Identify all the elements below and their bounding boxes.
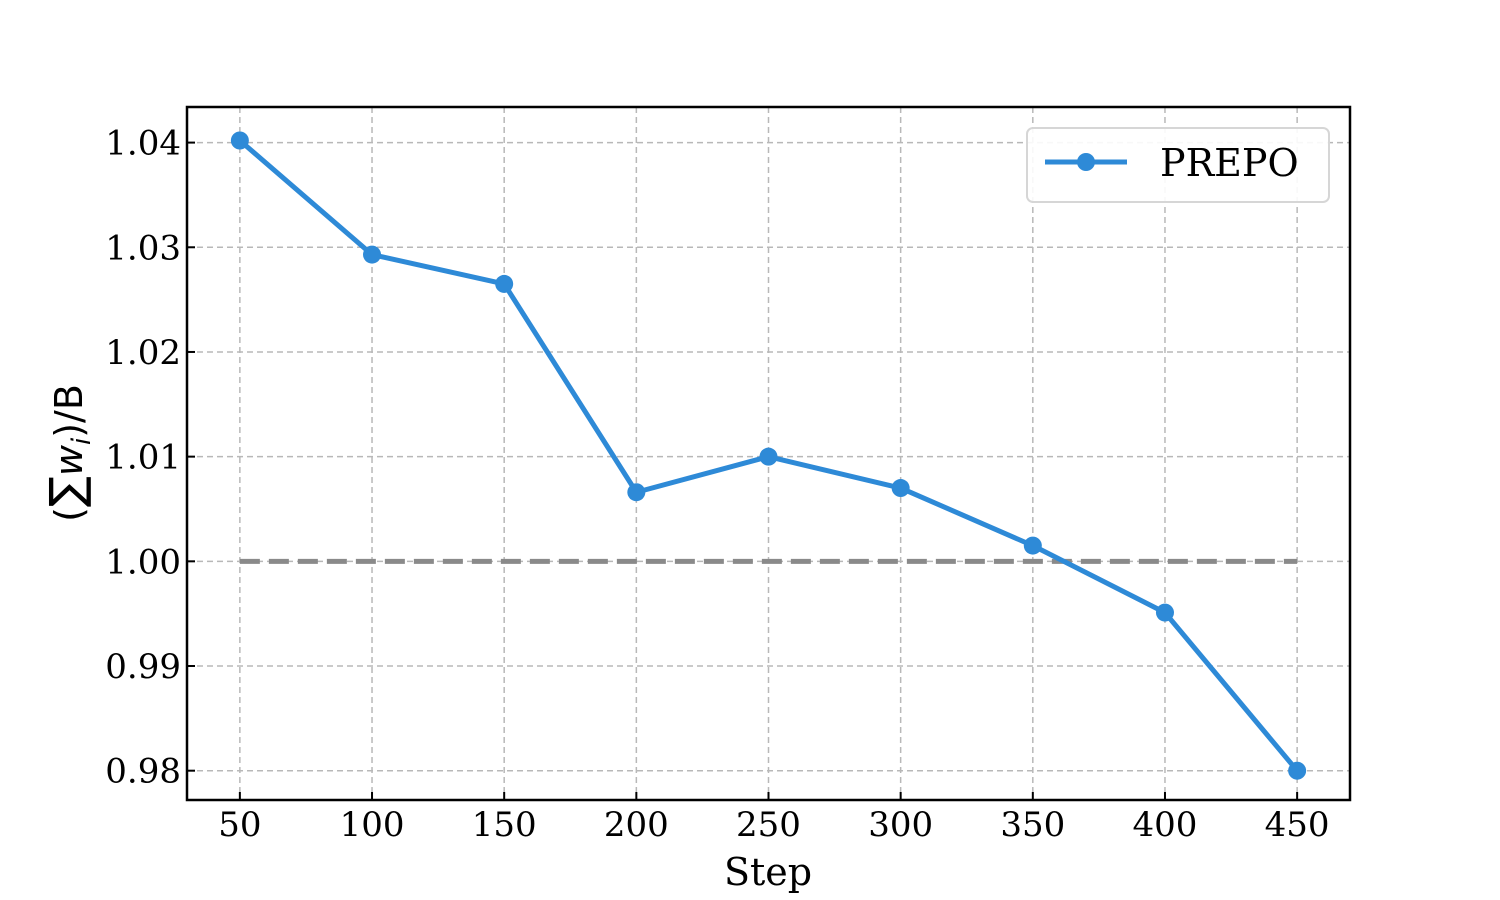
y-tick-label: 0.99: [105, 647, 181, 687]
x-tick-label: 100: [340, 805, 405, 845]
x-tick-label: 250: [736, 805, 801, 845]
y-tick-label: 1.01: [105, 438, 181, 478]
y-axis-label-subscript: i: [67, 437, 97, 445]
legend: PREPO: [1026, 127, 1330, 203]
series-layer: [230, 131, 1307, 780]
legend-point-marker: [1077, 153, 1095, 171]
x-tick-label: 400: [1133, 805, 1198, 845]
data-point: [363, 245, 382, 264]
legend-label: PREPO: [1160, 141, 1299, 185]
y-axis-label-sigma: ∑: [39, 476, 93, 507]
data-point: [627, 483, 646, 502]
data-point: [1155, 603, 1174, 622]
data-point: [1288, 761, 1307, 780]
y-axis-label: (∑wi)/B: [39, 384, 97, 522]
y-tick-label: 0.98: [105, 752, 181, 792]
data-point: [230, 131, 249, 150]
x-tick-label: 200: [604, 805, 669, 845]
data-point: [1023, 536, 1042, 555]
y-axis-label-prefix: (: [47, 507, 91, 522]
x-tick-label: 350: [1000, 805, 1065, 845]
x-tick-label: 50: [218, 805, 261, 845]
legend-box: [1026, 127, 1330, 203]
y-tick-label: 1.04: [105, 124, 181, 164]
x-tick-label: 450: [1265, 805, 1330, 845]
y-axis-label-suffix: )/B: [47, 384, 91, 438]
tick-layer: 50 100 150 200 250 300 350 400 450 0.98 0.99 1.00 1.…: [105, 124, 1329, 845]
y-axis-label-w: w: [47, 444, 91, 476]
y-tick-label: 1.03: [105, 228, 181, 268]
x-tick-label: 300: [868, 805, 933, 845]
x-axis-label: Step: [724, 850, 812, 894]
data-point: [495, 274, 514, 293]
data-point: [891, 479, 910, 498]
y-tick-label: 1.02: [105, 333, 181, 373]
data-point: [759, 447, 778, 466]
x-tick-label: 150: [472, 805, 537, 845]
y-tick-label: 1.00: [105, 542, 181, 582]
